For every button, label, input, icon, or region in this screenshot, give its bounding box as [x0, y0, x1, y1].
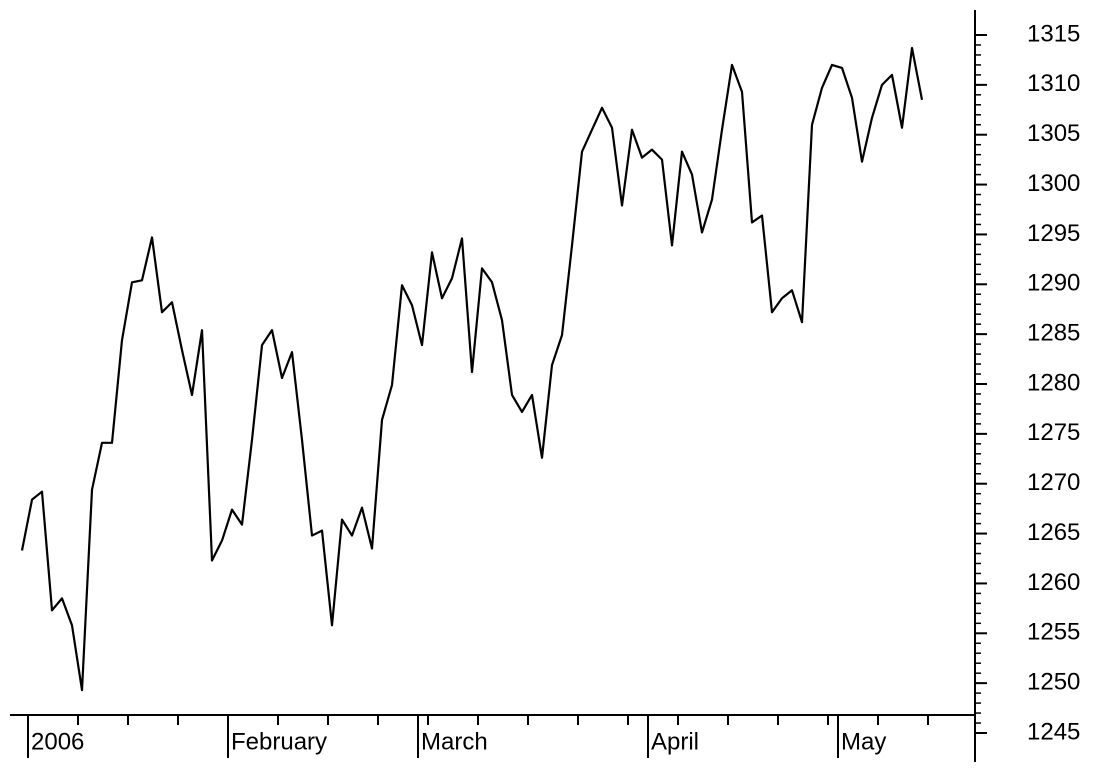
y-tick-label: 1290 — [1027, 270, 1080, 297]
y-tick-label: 1305 — [1027, 120, 1080, 147]
x-tick-label: March — [421, 728, 488, 755]
y-tick-label: 1255 — [1027, 619, 1080, 646]
y-tick-label: 1270 — [1027, 469, 1080, 496]
y-tick-label: 1275 — [1027, 419, 1080, 446]
y-tick-label: 1300 — [1027, 170, 1080, 197]
y-tick-label: 1280 — [1027, 369, 1080, 396]
y-tick-label: 1265 — [1027, 519, 1080, 546]
y-tick-label: 1315 — [1027, 20, 1080, 47]
y-tick-label: 1285 — [1027, 319, 1080, 346]
y-tick-label: 1245 — [1027, 718, 1080, 745]
y-tick-label: 1250 — [1027, 668, 1080, 695]
x-tick-label: 2006 — [31, 728, 84, 755]
x-tick-label: May — [841, 728, 886, 755]
x-tick-label: February — [231, 728, 327, 755]
y-tick-label: 1295 — [1027, 220, 1080, 247]
x-tick-label: April — [651, 728, 699, 755]
price-line — [20, 46, 924, 692]
y-tick-label: 1310 — [1027, 70, 1080, 97]
y-tick-label: 1260 — [1027, 569, 1080, 596]
